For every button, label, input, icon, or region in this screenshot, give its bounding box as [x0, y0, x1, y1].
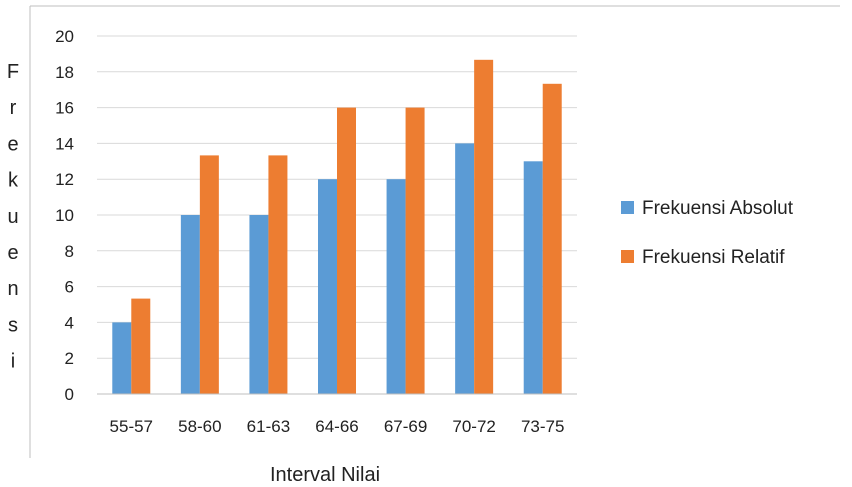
y-axis-title-letter: e	[7, 242, 18, 264]
x-tick-label: 64-66	[315, 417, 358, 436]
legend: Frekuensi Absolut Frekuensi Relatif	[621, 198, 794, 268]
bar-absolut	[180, 215, 200, 394]
bar-absolut	[523, 161, 543, 394]
bar-absolut	[455, 143, 475, 394]
x-tick-label: 58-60	[178, 417, 221, 436]
bar-absolut	[249, 215, 269, 394]
y-tick-labels: 0 2 4 6 8 10 12 14 16 18 20	[55, 27, 74, 404]
y-tick-label: 16	[55, 99, 74, 118]
y-tick-label: 4	[65, 313, 74, 332]
legend-label: Frekuensi Absolut	[642, 198, 794, 219]
bar-relatif	[474, 59, 494, 394]
legend-swatch	[621, 250, 634, 263]
y-axis-title-letter: e	[7, 133, 18, 155]
y-tick-label: 8	[65, 242, 74, 261]
bar-relatif	[268, 155, 288, 394]
bar-relatif	[199, 155, 219, 394]
x-tick-label: 61-63	[247, 417, 290, 436]
bar-absolut	[386, 179, 406, 394]
legend-swatch	[621, 201, 634, 214]
y-axis-title: Frekuensi	[7, 61, 19, 373]
bars	[112, 59, 562, 394]
x-tick-label: 73-75	[521, 417, 564, 436]
y-axis-title-letter: n	[7, 278, 18, 300]
y-tick-label: 10	[55, 206, 74, 225]
y-tick-label: 20	[55, 27, 74, 46]
y-tick-label: 12	[55, 170, 74, 189]
legend-label: Frekuensi Relatif	[642, 247, 785, 268]
y-axis-title-letter: F	[7, 61, 19, 83]
x-axis-title: Interval Nilai	[270, 464, 380, 486]
bar-relatif	[405, 107, 425, 394]
bar-absolut	[112, 322, 132, 394]
bar-absolut	[318, 179, 337, 394]
y-tick-label: 2	[65, 349, 74, 368]
y-tick-label: 0	[65, 385, 74, 404]
y-axis-title-letter: k	[8, 170, 19, 192]
y-tick-label: 18	[55, 63, 74, 82]
x-tick-label: 70-72	[452, 417, 495, 436]
bar-relatif	[542, 83, 562, 394]
bar-relatif	[337, 107, 356, 394]
bar-relatif	[131, 298, 151, 394]
y-axis-title-letter: u	[7, 206, 18, 228]
y-tick-label: 6	[65, 278, 74, 297]
x-tick-label: 55-57	[110, 417, 153, 436]
x-tick-labels: 55-57 58-60 61-63 64-66 67-69 70-72 73-75	[110, 417, 565, 436]
y-tick-label: 14	[55, 134, 74, 153]
x-tick-label: 67-69	[384, 417, 427, 436]
y-axis-title-letter: i	[11, 351, 15, 373]
y-axis-title-letter: r	[10, 97, 17, 119]
y-axis-title-letter: s	[8, 314, 18, 336]
